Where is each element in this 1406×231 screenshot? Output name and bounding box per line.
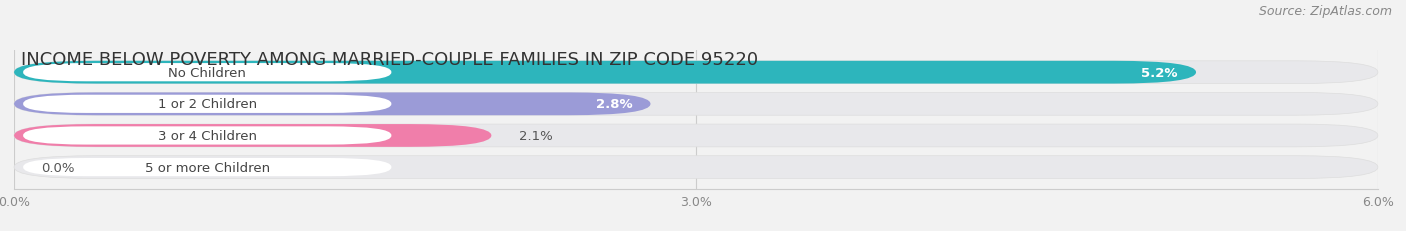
FancyBboxPatch shape [14, 125, 1378, 147]
FancyBboxPatch shape [22, 127, 391, 145]
FancyBboxPatch shape [22, 158, 391, 176]
FancyBboxPatch shape [22, 95, 391, 113]
Text: 5.2%: 5.2% [1142, 66, 1178, 79]
Text: 3 or 4 Children: 3 or 4 Children [157, 129, 257, 142]
FancyBboxPatch shape [14, 125, 492, 147]
Text: INCOME BELOW POVERTY AMONG MARRIED-COUPLE FAMILIES IN ZIP CODE 95220: INCOME BELOW POVERTY AMONG MARRIED-COUPL… [21, 51, 758, 69]
Text: 2.1%: 2.1% [519, 129, 553, 142]
FancyBboxPatch shape [14, 61, 1378, 84]
Text: 0.0%: 0.0% [41, 161, 75, 174]
Text: 5 or more Children: 5 or more Children [145, 161, 270, 174]
Text: 2.8%: 2.8% [596, 98, 633, 111]
FancyBboxPatch shape [14, 156, 1378, 179]
Text: No Children: No Children [169, 66, 246, 79]
FancyBboxPatch shape [14, 93, 651, 116]
Text: Source: ZipAtlas.com: Source: ZipAtlas.com [1258, 5, 1392, 18]
Text: 1 or 2 Children: 1 or 2 Children [157, 98, 257, 111]
FancyBboxPatch shape [22, 64, 391, 82]
FancyBboxPatch shape [14, 93, 1378, 116]
FancyBboxPatch shape [14, 61, 1197, 84]
